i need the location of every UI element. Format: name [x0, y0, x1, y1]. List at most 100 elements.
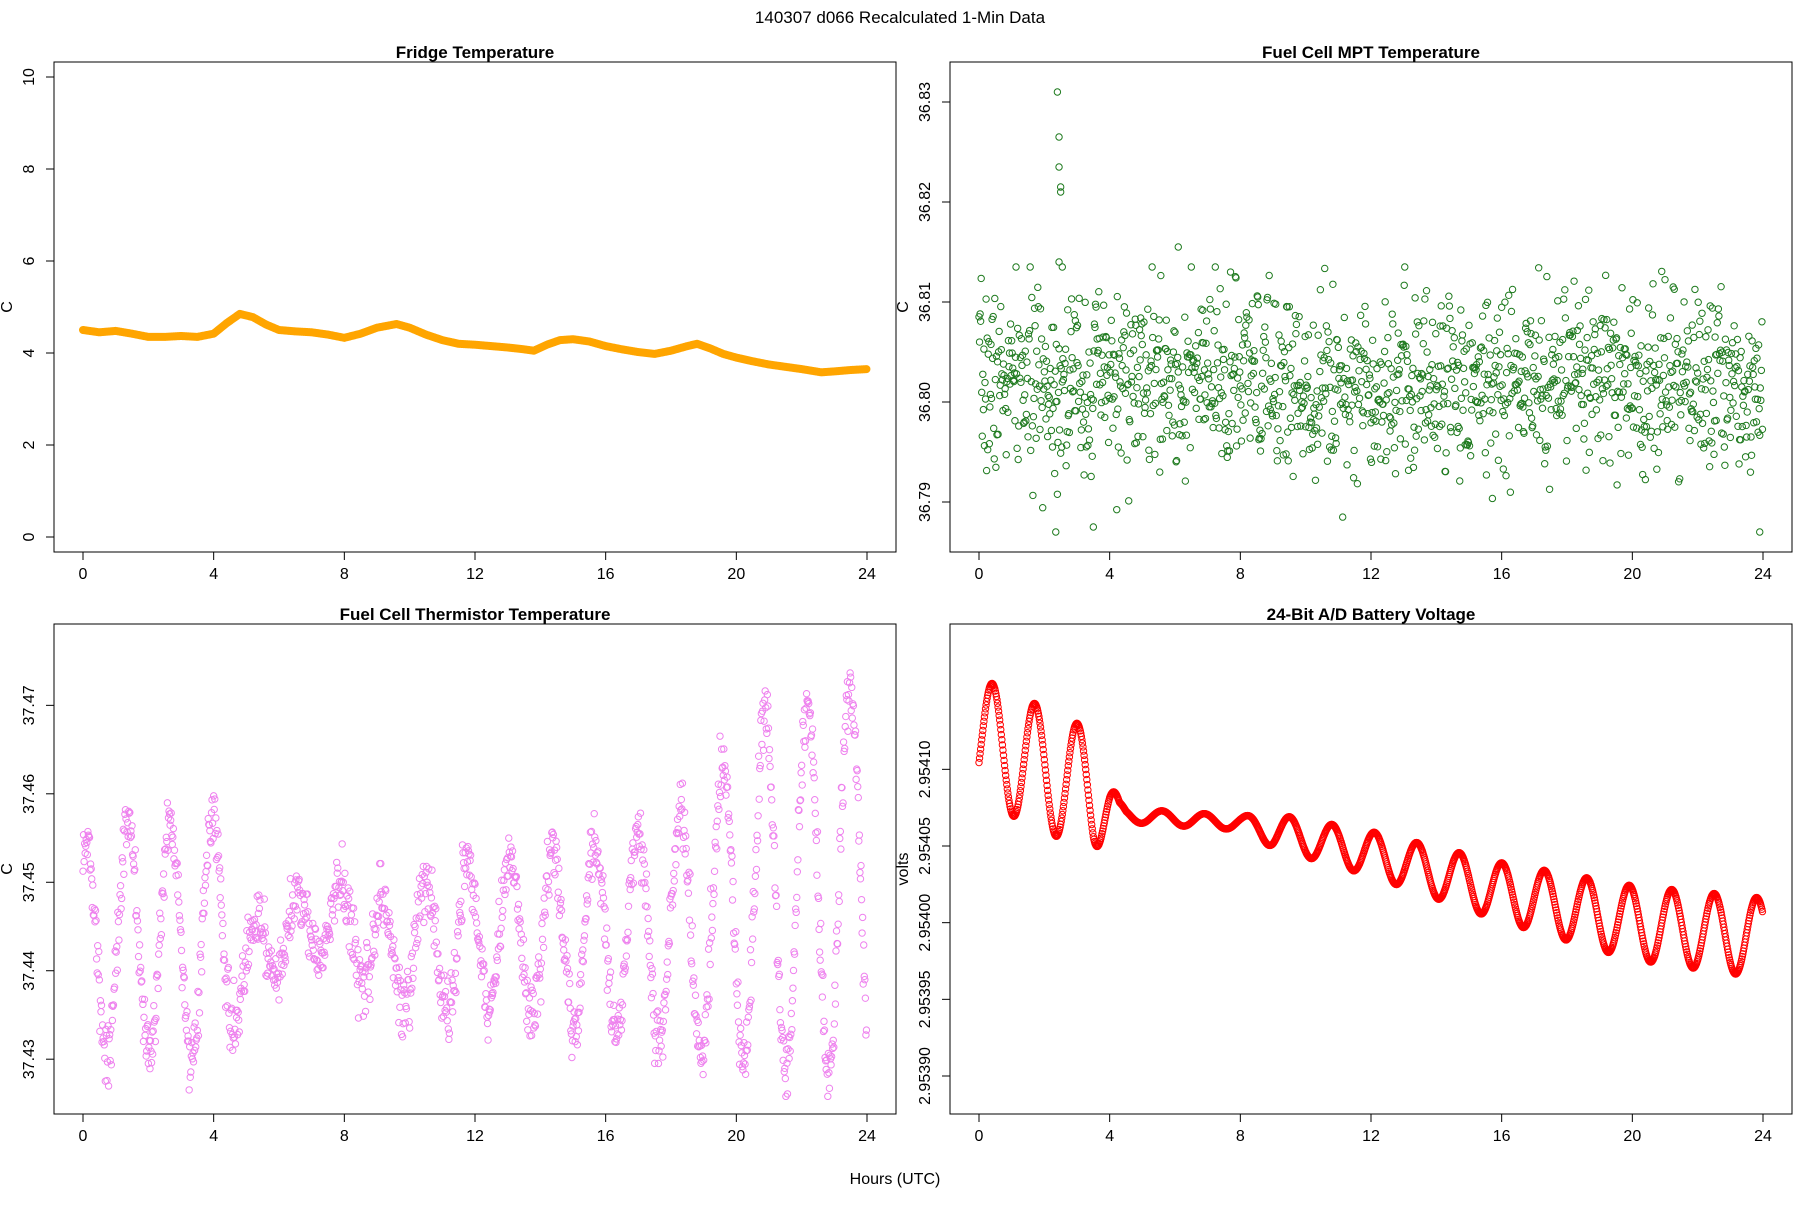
data-point — [1756, 384, 1764, 392]
data-point — [1373, 443, 1382, 451]
data-point — [1046, 410, 1054, 418]
data-point — [142, 1052, 150, 1060]
data-point — [1552, 909, 1561, 917]
data-point — [153, 971, 162, 979]
x-tick-label: 8 — [1236, 566, 1245, 583]
data-point — [1513, 386, 1522, 394]
data-point — [1509, 363, 1518, 372]
data-point — [1728, 370, 1736, 378]
data-point — [372, 925, 380, 934]
data-point — [1240, 329, 1248, 337]
data-point — [174, 891, 182, 899]
data-point — [1117, 449, 1125, 457]
data-point — [741, 1070, 750, 1079]
data-point — [1290, 382, 1298, 390]
data-point — [497, 876, 506, 884]
data-point — [1372, 383, 1381, 391]
data-point — [470, 908, 478, 917]
data-point — [1396, 435, 1405, 443]
data-point — [1044, 791, 1052, 800]
data-point — [584, 896, 592, 904]
data-point — [1000, 756, 1008, 765]
data-point — [1282, 450, 1290, 458]
data-point — [286, 933, 294, 942]
data-point — [401, 1019, 410, 1027]
data-point — [1326, 383, 1334, 392]
data-point — [1660, 907, 1668, 916]
data-point — [1758, 425, 1767, 434]
data-point — [1595, 922, 1604, 930]
data-point — [140, 1013, 148, 1022]
data-point — [1655, 376, 1664, 385]
data-point — [442, 1004, 451, 1012]
data-point — [1368, 336, 1377, 344]
data-point — [1047, 426, 1056, 435]
data-point — [1279, 402, 1287, 411]
data-point — [1389, 373, 1398, 381]
data-point — [1335, 365, 1344, 374]
data-point — [1051, 367, 1059, 375]
data-point — [1707, 427, 1715, 435]
data-point — [1083, 781, 1092, 789]
data-point — [1412, 432, 1420, 440]
data-point — [1209, 423, 1217, 432]
data-point — [1021, 347, 1029, 355]
data-point — [652, 1046, 660, 1055]
data-point — [1023, 733, 1031, 741]
data-point — [427, 894, 436, 902]
data-point — [647, 993, 656, 1002]
data-point — [551, 871, 559, 879]
data-point — [1001, 385, 1009, 393]
data-point — [1368, 408, 1376, 417]
data-point — [1603, 315, 1611, 324]
data-point — [260, 937, 268, 945]
data-point — [201, 873, 209, 882]
data-point — [1097, 411, 1105, 419]
data-point — [471, 880, 479, 888]
data-point — [1540, 357, 1548, 366]
data-point — [734, 978, 742, 986]
data-point — [1091, 300, 1100, 308]
data-point — [1335, 374, 1343, 383]
data-point — [152, 1014, 160, 1023]
data-point — [395, 1018, 403, 1027]
data-point — [862, 1031, 870, 1039]
data-point — [1090, 320, 1099, 328]
data-point — [1011, 353, 1020, 361]
data-point — [1065, 410, 1073, 418]
data-point — [219, 919, 227, 928]
data-point — [1177, 402, 1186, 411]
y-tick-label: 2.95405 — [917, 817, 934, 875]
data-point — [1016, 353, 1025, 362]
data-point — [1298, 403, 1307, 411]
data-point — [638, 841, 646, 849]
data-point — [1387, 364, 1395, 373]
y-tick-label: 37.47 — [21, 685, 38, 725]
y-axis-label: C — [0, 301, 16, 313]
data-point — [684, 889, 693, 897]
data-point — [1099, 822, 1108, 830]
data-point — [567, 1027, 575, 1035]
data-point — [1581, 295, 1590, 304]
data-point — [1138, 340, 1147, 349]
data-point — [1694, 298, 1702, 306]
data-point — [1543, 272, 1551, 281]
data-point — [1437, 302, 1445, 310]
data-point — [1659, 910, 1668, 919]
data-point — [753, 831, 761, 840]
data-point — [105, 1030, 114, 1039]
data-point — [1042, 357, 1051, 365]
data-point — [1170, 327, 1178, 335]
data-point — [1066, 366, 1074, 374]
data-point — [152, 973, 161, 981]
data-point — [1450, 334, 1459, 342]
data-point — [279, 949, 287, 957]
data-point — [1488, 494, 1497, 503]
data-point — [1018, 774, 1026, 782]
data-point — [1295, 386, 1304, 395]
data-point — [1017, 783, 1025, 791]
data-point — [790, 950, 799, 958]
data-point — [1171, 328, 1179, 336]
data-point — [826, 1051, 834, 1059]
data-point — [1168, 374, 1176, 383]
